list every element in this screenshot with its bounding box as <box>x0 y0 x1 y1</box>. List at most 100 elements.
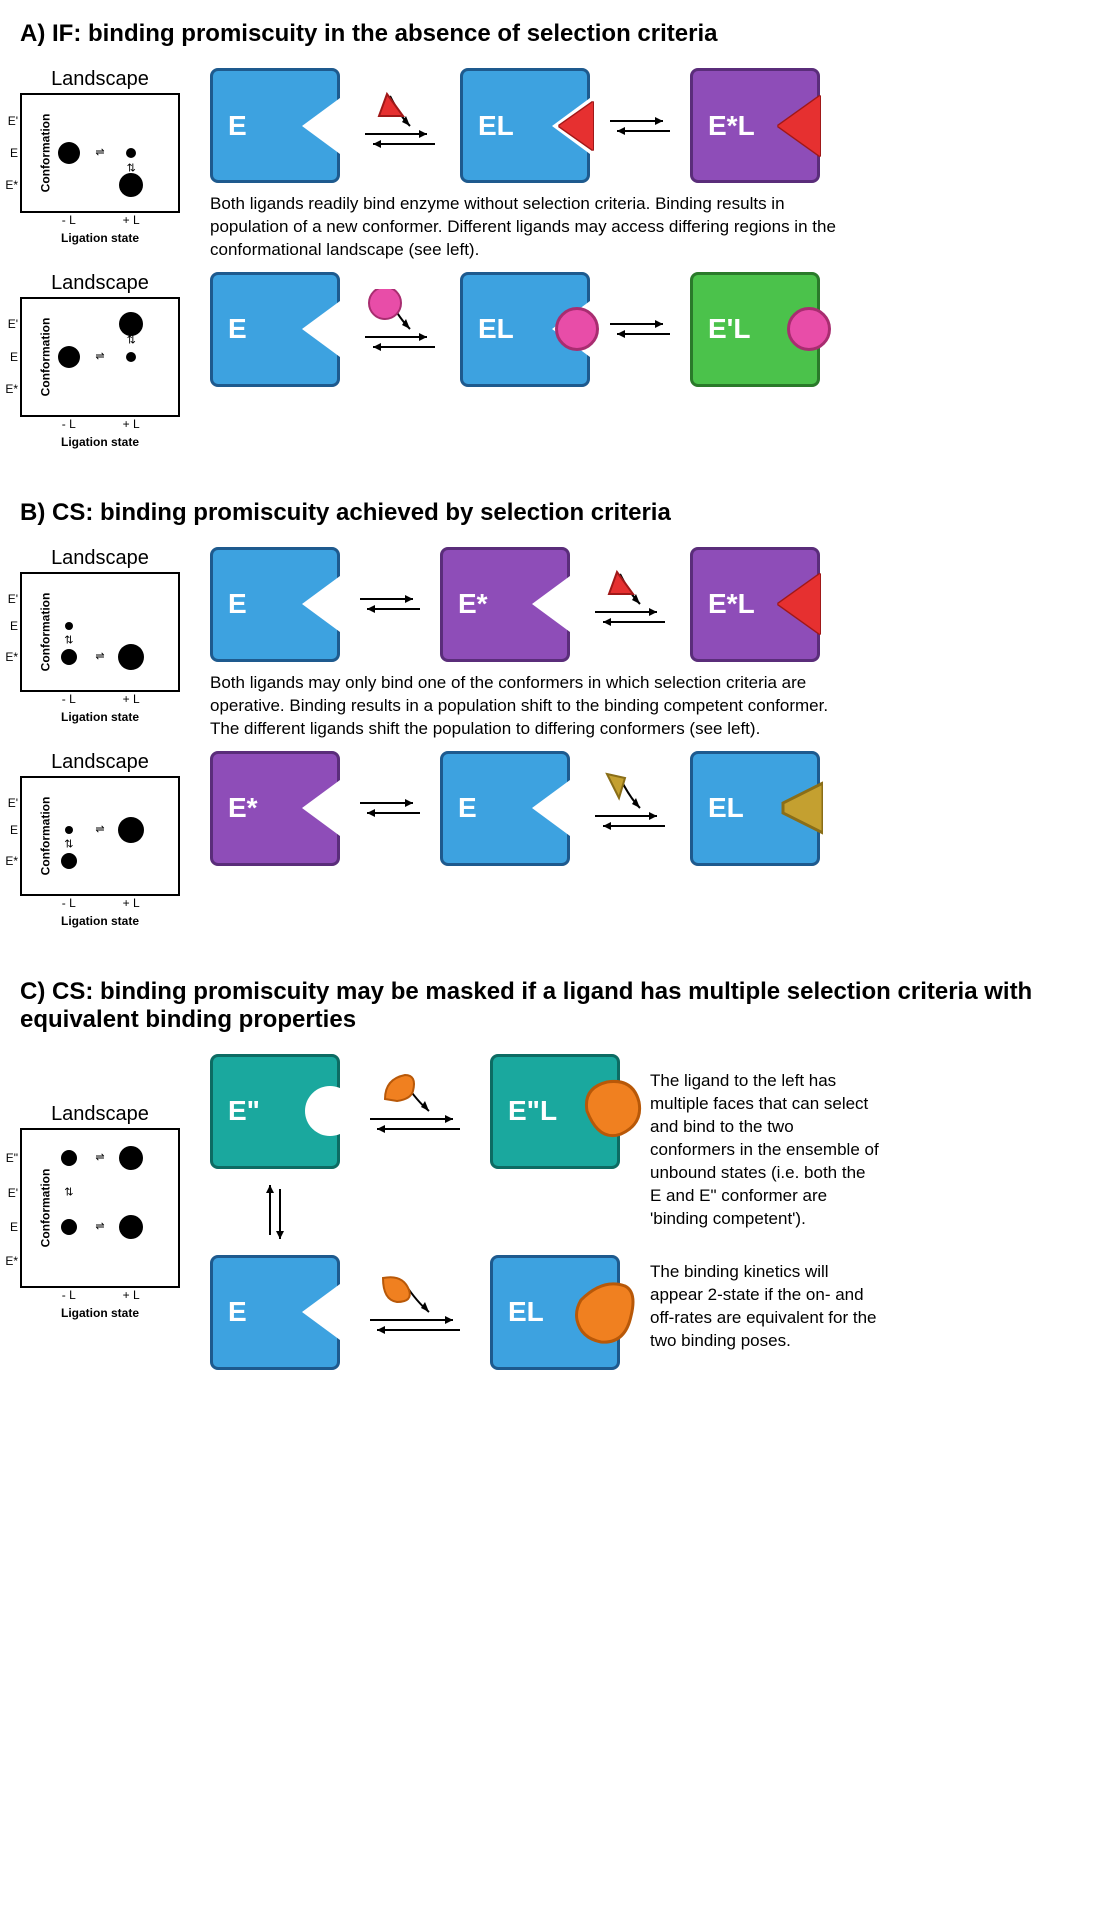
section-c-title: C) CS: binding promiscuity may be masked… <box>20 978 1087 1034</box>
eq-arrow-v-icon <box>260 1177 290 1247</box>
landscape-a2: LandscapeConformationE'EE*- L+ L⇌⇅Ligati… <box>20 272 180 449</box>
eq-arrow-icon: ⇅ <box>127 166 136 173</box>
landscape-dot <box>61 649 77 665</box>
y-tick: E* <box>5 854 18 868</box>
landscape-title: Landscape <box>51 1103 149 1126</box>
enzyme-label: E* <box>228 792 258 824</box>
enzyme-label: EL <box>478 110 514 142</box>
y-tick: E <box>10 146 18 160</box>
landscape-dot <box>119 312 143 336</box>
ligand-triangle-icon <box>778 96 820 156</box>
ligand-wedge-icon <box>775 779 823 837</box>
enzyme-label: EL <box>478 313 514 345</box>
enzyme-estar: E* <box>210 751 340 866</box>
landscape-title: Landscape <box>51 272 149 295</box>
eq-arrow-icon: ⇌ <box>95 827 104 834</box>
y-axis-label: Conformation <box>38 592 52 671</box>
x-tick: - L <box>62 417 76 431</box>
x-tick: - L <box>62 692 76 706</box>
landscape-dot <box>119 173 143 197</box>
y-tick: E' <box>8 796 18 810</box>
x-tick: - L <box>62 1288 76 1302</box>
landscape-dot <box>126 352 136 362</box>
x-axis-label: Ligation state <box>61 231 139 245</box>
landscape-box: ConformationE"E'EE*- L+ L⇌⇌⇅ <box>20 1128 180 1288</box>
landscape-title: Landscape <box>51 751 149 774</box>
landscape-title: Landscape <box>51 547 149 570</box>
scheme-b1: E E* E*L <box>210 547 860 662</box>
enzyme-eprimel: E'L <box>690 272 820 387</box>
eq-arrow-binding-icon <box>355 1272 475 1352</box>
y-axis-label: Conformation <box>38 114 52 193</box>
eq-arrow-binding-icon <box>355 1071 475 1151</box>
y-axis-label: Conformation <box>38 1169 52 1248</box>
enzyme-e: E <box>440 751 570 866</box>
eq-arrow-icon: ⇌ <box>95 654 104 661</box>
enzyme-el: EL <box>460 68 590 183</box>
y-axis-label: Conformation <box>38 317 52 396</box>
y-tick: E' <box>8 317 18 331</box>
landscape-dot <box>118 817 144 843</box>
enzyme-label: E*L <box>708 110 755 142</box>
y-tick: E* <box>5 382 18 396</box>
enzyme-e: E <box>210 68 340 183</box>
ligand-triangle-icon <box>778 574 820 634</box>
eq-arrow-binding-icon <box>585 564 675 644</box>
enzyme-label: E <box>228 110 247 142</box>
enzyme-e: E <box>210 547 340 662</box>
enzyme-el: EL <box>460 272 590 387</box>
eq-arrow-icon: ⇌ <box>95 354 104 361</box>
text-c2: The binding kinetics will appear 2-state… <box>650 1261 880 1353</box>
landscape-b1: LandscapeConformationE'EE*- L+ L⇌⇅Ligati… <box>20 547 180 724</box>
y-tick: E <box>10 350 18 364</box>
y-tick: E <box>10 1220 18 1234</box>
enzyme-label: E"L <box>508 1095 557 1127</box>
y-tick: E' <box>8 592 18 606</box>
section-b-title: B) CS: binding promiscuity achieved by s… <box>20 499 1087 527</box>
section-a-title: A) IF: binding promiscuity in the absenc… <box>20 20 1087 48</box>
enzyme-label: E <box>228 1296 247 1328</box>
enzyme-label: E* <box>458 588 488 620</box>
enzyme-el: EL <box>490 1255 620 1370</box>
x-tick: - L <box>62 213 76 227</box>
x-tick: - L <box>62 896 76 910</box>
eq-arrow-binding-icon <box>355 86 445 166</box>
enzyme-edbll: E"L <box>490 1054 620 1169</box>
landscape-dot <box>119 1146 143 1170</box>
landscape-dot <box>58 346 80 368</box>
eq-arrow-icon <box>355 793 425 823</box>
enzyme-label: E <box>458 792 477 824</box>
landscape-box: ConformationE'EE*- L+ L⇌⇅ <box>20 776 180 896</box>
landscape-box: ConformationE'EE*- L+ L⇌⇅ <box>20 572 180 692</box>
y-tick: E* <box>5 1254 18 1268</box>
y-tick: E" <box>6 1151 18 1165</box>
scheme-a1: E EL <box>210 68 860 183</box>
enzyme-label: E <box>228 313 247 345</box>
enzyme-estar: E* <box>440 547 570 662</box>
enzyme-e: E <box>210 272 340 387</box>
y-axis-label: Conformation <box>38 796 52 875</box>
eq-arrow-icon: ⇅ <box>127 337 136 344</box>
eq-arrow-binding-icon <box>355 289 445 369</box>
eq-arrow-icon <box>605 314 675 344</box>
enzyme-label: E*L <box>708 588 755 620</box>
ligand-blob-icon <box>573 1272 637 1352</box>
eq-arrow-icon: ⇌ <box>95 1224 104 1231</box>
enzyme-edbl: E" <box>210 1054 340 1169</box>
section-b: B) CS: binding promiscuity achieved by s… <box>20 499 1087 928</box>
x-tick: + L <box>123 896 140 910</box>
landscape-box: ConformationE'EE*- L+ L⇌⇅ <box>20 93 180 213</box>
section-c: C) CS: binding promiscuity may be masked… <box>20 978 1087 1370</box>
y-tick: E* <box>5 178 18 192</box>
scheme-b2: E* E EL <box>210 751 820 866</box>
landscape-dot <box>119 1215 143 1239</box>
enzyme-label: E <box>228 588 247 620</box>
caption-a: Both ligands readily bind enzyme without… <box>210 193 860 262</box>
landscape-c: LandscapeConformationE"E'EE*- L+ L⇌⇌⇅Lig… <box>20 1103 180 1320</box>
x-axis-label: Ligation state <box>61 435 139 449</box>
landscape-dot <box>58 142 80 164</box>
ligand-triangle-icon <box>559 102 593 150</box>
landscape-dot <box>65 622 73 630</box>
landscape-dot <box>61 853 77 869</box>
enzyme-label: E'L <box>708 313 750 345</box>
